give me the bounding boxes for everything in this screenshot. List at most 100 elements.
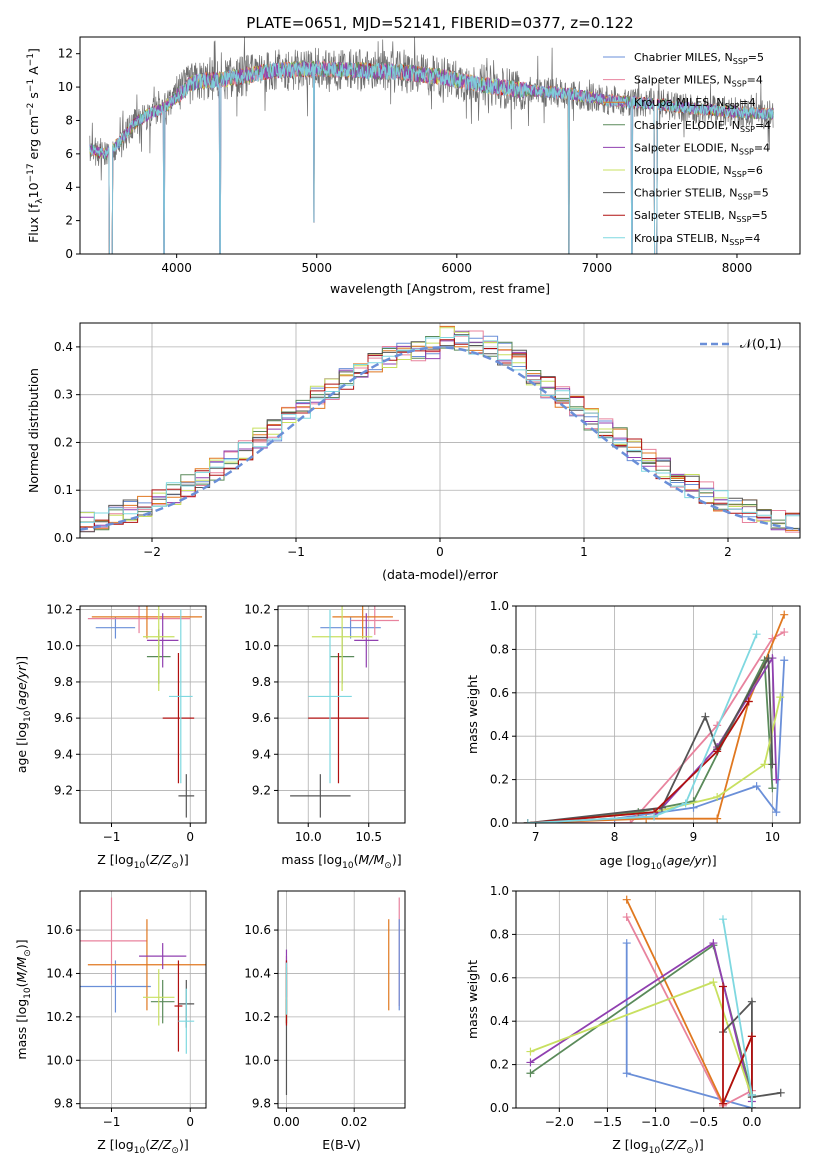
legend-entry: Chabrier ELODIE, NSSP=4 [634, 119, 771, 134]
legend-entry-suffix: =4 [739, 96, 755, 109]
weight-marker [760, 760, 769, 769]
x-axis-label-part: Z/Z [149, 1137, 172, 1152]
weight-marker [764, 654, 773, 663]
y-tick-label: 0.0 [490, 816, 509, 830]
legend-entry: Chabrier MILES, NSSP=5 [634, 51, 764, 66]
y-tick-label: 10.0 [46, 639, 73, 653]
weight-marker [713, 792, 722, 801]
y-axis-label-part: λ [35, 198, 45, 204]
legend-entry-text: Chabrier STELIB, N [634, 187, 738, 200]
y-tick-label: 9.2 [54, 783, 73, 797]
legend-entry-text: Salpeter MILES, N [634, 74, 732, 87]
legend-entry: Chabrier STELIB, NSSP=5 [634, 187, 769, 202]
y-tick-label: 0.2 [490, 773, 509, 787]
x-axis-label-part: Z [log [612, 1137, 648, 1152]
x-axis-label-part: ( [145, 1137, 150, 1152]
x-tick-label: −1 [103, 830, 121, 844]
x-axis-label-part: )] [179, 1137, 189, 1152]
weight-line [527, 660, 786, 823]
y-axis-label: Normed distribution [26, 368, 41, 493]
x-tick-label: 0 [186, 830, 194, 844]
axes-frame [277, 605, 406, 824]
y-tick-label: 0.2 [490, 1058, 509, 1072]
weight-line [527, 633, 758, 823]
legend-entry-suffix: =5 [751, 209, 767, 222]
weight-marker [772, 775, 781, 784]
weight-marker [752, 630, 761, 639]
weight-marker [709, 939, 718, 948]
weight-marker [709, 978, 718, 987]
x-tick-label: −1.0 [641, 1115, 670, 1129]
x-tick-label: 10 [765, 830, 780, 844]
x-tick-label: −1 [287, 545, 305, 559]
y-tick-label: 2 [65, 214, 73, 228]
weight-marker [526, 1069, 535, 1078]
weight-marker [747, 997, 756, 1006]
histogram-series [80, 334, 800, 529]
weight-marker [747, 1090, 756, 1099]
y-tick-label: 10.2 [46, 603, 73, 617]
legend-entry-text: Salpeter ELODIE, N [634, 141, 739, 154]
plot-area-age-mass [290, 606, 399, 818]
y-tick-label: 8 [65, 113, 73, 127]
weight-marker [718, 1099, 727, 1108]
y-axis-label: mass [log10(M/M⊙)] [14, 939, 33, 1059]
figure-title: PLATE=0651, MJD=52141, FIBERID=0377, z=0… [246, 14, 633, 32]
y-axis-label-part: ( [14, 706, 29, 711]
y-tick-label: 9.8 [252, 1097, 271, 1111]
legend-entry: 𝒩(0,1) [740, 336, 782, 351]
x-axis-label-part: 10 [651, 862, 663, 872]
legend-entry-text: Kroupa STELIB, N [634, 232, 729, 245]
legend-entry-sub: SSP [732, 170, 747, 179]
plot-area-weight-Z [526, 895, 785, 1108]
spectrum-line [89, 37, 774, 254]
weight-marker [768, 760, 777, 769]
legend-entry-text: Chabrier MILES, N [634, 51, 733, 64]
weight-marker [780, 610, 789, 619]
legend-entry-sub: SSP [732, 80, 747, 89]
legend-entry-suffix: =5 [748, 51, 764, 64]
weight-line [722, 986, 753, 1108]
y-tick-label: 10.2 [46, 1010, 73, 1024]
y-tick-label: 0.8 [490, 927, 509, 941]
y-tick-label: 1.0 [490, 884, 509, 898]
y-tick-label: 10.4 [244, 966, 271, 980]
x-axis-label-part: mass [log [281, 852, 342, 867]
weight-marker [747, 1032, 756, 1041]
y-axis-label-part: age/yr [14, 665, 29, 706]
axes-frame [79, 890, 207, 1109]
legend-entry-suffix: =4 [747, 74, 763, 87]
weight-line [527, 614, 786, 823]
x-tick-label: −2.0 [545, 1115, 574, 1129]
x-axis-label: (data-model)/error [382, 567, 499, 582]
y-tick-label: 0.6 [490, 686, 509, 700]
y-axis-label-part: 10 [23, 987, 33, 999]
y-tick-label: 9.2 [252, 783, 271, 797]
weight-marker [701, 712, 710, 721]
y-axis-label-part: −17 [26, 163, 36, 182]
weight-line [529, 941, 753, 1108]
axes-frame [79, 605, 207, 824]
y-tick-label: 9.4 [54, 747, 73, 761]
x-axis-label-part: Z [log [97, 1137, 133, 1152]
legend-entry-suffix: =4 [744, 232, 760, 245]
weight-marker [622, 939, 631, 948]
weight-marker [772, 808, 781, 817]
legend-entry-text: Kroupa ELODIE, N [634, 164, 732, 177]
weight-marker [718, 915, 727, 924]
x-axis-label-part: )] [392, 852, 402, 867]
x-tick-label: 0.02 [341, 1115, 368, 1129]
x-axis-label-part: 10 [649, 1146, 661, 1156]
axes-frame [515, 605, 801, 824]
x-tick-label: 0 [436, 545, 444, 559]
plot-area-mass-ebv [285, 897, 400, 1095]
weight-marker [747, 1104, 756, 1108]
y-axis-label-part: −2 [26, 103, 36, 116]
x-axis-label: E(B-V) [322, 1137, 361, 1152]
y-tick-label: 0.4 [490, 729, 509, 743]
x-axis-label-part: age [log [599, 853, 650, 868]
x-tick-label: 7000 [582, 261, 613, 275]
weight-marker [626, 819, 635, 823]
